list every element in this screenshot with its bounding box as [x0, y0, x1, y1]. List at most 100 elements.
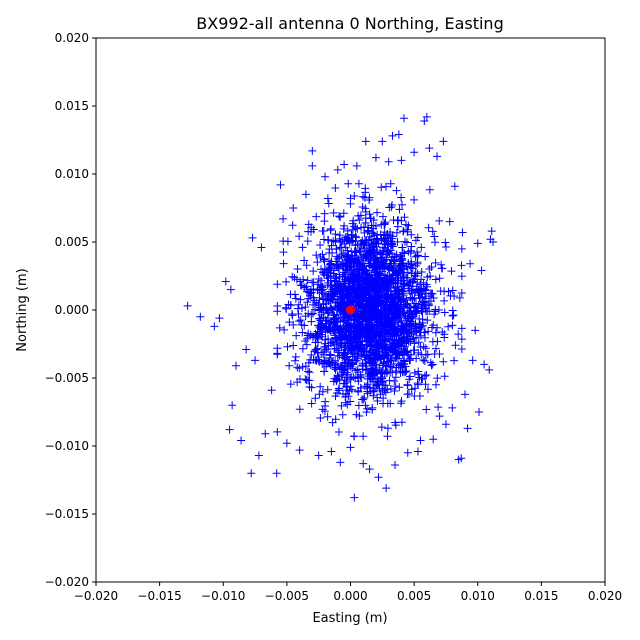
data-point	[354, 313, 363, 322]
data-point	[390, 336, 399, 345]
data-point	[386, 368, 395, 377]
data-point	[308, 146, 317, 155]
data-point	[353, 240, 362, 249]
x-tick-label: 0.010	[461, 589, 495, 603]
data-point	[391, 418, 400, 427]
data-point	[334, 372, 343, 381]
data-point	[457, 288, 466, 297]
data-point	[435, 412, 444, 421]
data-point	[398, 200, 407, 209]
data-point	[282, 277, 291, 286]
y-tick-label: −0.020	[45, 575, 89, 589]
data-point	[329, 208, 338, 217]
data-point	[359, 192, 368, 201]
data-point	[341, 251, 350, 260]
data-point	[393, 354, 402, 363]
data-point	[374, 329, 383, 338]
data-point	[367, 341, 376, 350]
data-point	[304, 220, 313, 229]
data-point	[366, 214, 375, 223]
y-tick-label: −0.005	[45, 371, 89, 385]
data-point	[426, 272, 435, 281]
data-point	[385, 376, 394, 385]
data-point	[397, 193, 406, 202]
data-point	[468, 356, 477, 365]
data-point	[343, 290, 352, 299]
data-point	[301, 190, 310, 199]
data-point	[416, 436, 425, 445]
data-point	[328, 324, 337, 333]
data-point	[333, 279, 342, 288]
data-point	[480, 360, 489, 369]
data-point	[408, 278, 417, 287]
data-point	[361, 366, 370, 375]
data-point	[355, 330, 364, 339]
data-point	[417, 243, 426, 252]
data-point	[415, 314, 424, 323]
data-point	[339, 209, 348, 218]
data-point	[398, 243, 407, 252]
data-point	[340, 300, 349, 309]
data-point	[383, 424, 392, 433]
data-point	[419, 356, 428, 365]
data-point	[364, 283, 373, 292]
data-point	[457, 244, 466, 253]
data-point	[387, 344, 396, 353]
data-point	[371, 281, 380, 290]
data-point	[360, 351, 369, 360]
data-point	[399, 289, 408, 298]
data-point	[400, 368, 409, 377]
data-point	[349, 291, 358, 300]
data-point	[375, 270, 384, 279]
data-point	[381, 277, 390, 286]
data-point	[353, 365, 362, 374]
data-point	[386, 384, 395, 393]
data-point	[461, 390, 470, 399]
data-point	[282, 304, 291, 313]
data-point	[365, 347, 374, 356]
data-point	[355, 320, 364, 329]
data-point	[334, 386, 343, 395]
data-point	[327, 338, 336, 347]
data-point	[352, 161, 361, 170]
data-point	[410, 368, 419, 377]
data-point	[373, 379, 382, 388]
data-point	[425, 144, 434, 153]
data-point	[317, 310, 326, 319]
data-point	[335, 351, 344, 360]
data-point	[346, 382, 355, 391]
data-point	[359, 290, 368, 299]
data-point	[444, 322, 453, 331]
data-point	[435, 274, 444, 283]
data-point	[437, 264, 446, 273]
data-point	[307, 383, 316, 392]
data-point	[449, 311, 458, 320]
data-point	[403, 300, 412, 309]
data-point	[364, 259, 373, 268]
data-point	[388, 329, 397, 338]
data-point	[349, 222, 358, 231]
data-point	[359, 459, 368, 468]
data-point	[346, 199, 355, 208]
data-point	[339, 224, 348, 233]
data-point	[371, 289, 380, 298]
data-point	[457, 324, 466, 333]
data-point	[457, 344, 466, 353]
data-point	[393, 237, 402, 246]
data-point	[439, 357, 448, 366]
data-point	[364, 283, 373, 292]
data-point	[359, 395, 368, 404]
data-point	[414, 370, 423, 379]
data-point	[421, 344, 430, 353]
data-point	[326, 272, 335, 281]
x-tick-label: −0.020	[74, 589, 118, 603]
data-point	[397, 156, 406, 165]
data-point	[362, 408, 371, 417]
data-point	[367, 358, 376, 367]
data-point	[365, 372, 374, 381]
data-point	[326, 226, 335, 235]
data-point	[298, 362, 307, 371]
data-point	[342, 390, 351, 399]
data-point	[447, 267, 456, 276]
